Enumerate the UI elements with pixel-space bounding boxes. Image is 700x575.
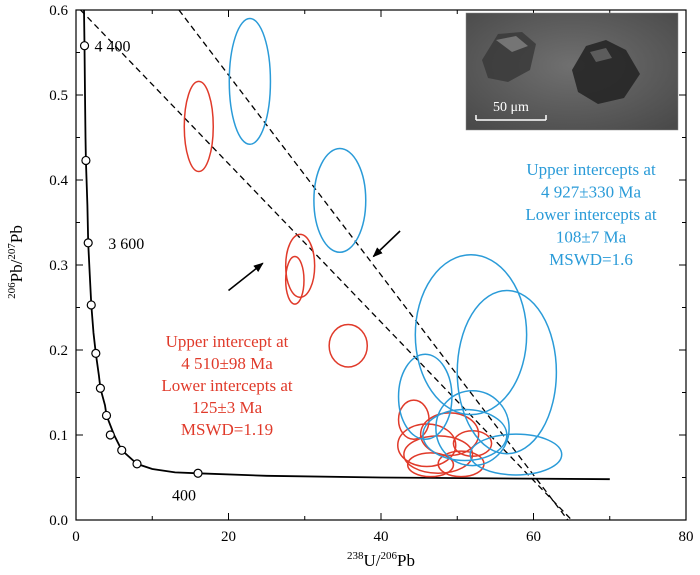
annotation-line: MSWD=1.6 xyxy=(549,250,633,269)
y-tick-label: 0.1 xyxy=(49,428,68,444)
x-title-base2: Pb xyxy=(397,551,415,570)
blue-annotation: Upper intercepts at 4 927±330 Ma Lower int… xyxy=(525,160,656,269)
red-error-ellipse xyxy=(284,255,305,305)
annotation-line: 108±7 Ma xyxy=(556,228,627,247)
discordia-line-blue xyxy=(80,10,573,520)
scale-bar-label: 50 μm xyxy=(493,100,529,115)
concordia-curve xyxy=(79,10,610,481)
inset-micrograph: 50 μm xyxy=(465,12,679,131)
x-tick-label: 60 xyxy=(526,529,541,545)
grain-left-highlight xyxy=(496,36,528,52)
annotation-line: MSWD=1.19 xyxy=(181,420,273,439)
annotation-line: 4 510±98 Ma xyxy=(181,354,273,373)
red-error-ellipse xyxy=(183,80,214,173)
red-error-ellipse xyxy=(284,233,316,299)
arrow xyxy=(228,262,264,292)
concordia-age-label: 3 600 xyxy=(108,236,144,253)
curve-labels: 4 400 3 600 400 xyxy=(95,39,196,505)
y-tick-label: 0.6 xyxy=(49,3,68,19)
x-title-sup1: 238 xyxy=(347,550,364,562)
concordia-marker xyxy=(86,300,96,310)
concordia-marker xyxy=(117,445,127,455)
y-tick-label: 0.4 xyxy=(49,173,68,189)
x-title-sup2: 206 xyxy=(381,550,398,562)
y-tick-label: 0.3 xyxy=(49,258,68,274)
annotation-line: 4 927±330 Ma xyxy=(541,183,641,202)
blue-error-ellipse xyxy=(422,408,508,462)
y-title-base1: Pb/ xyxy=(7,259,26,282)
concordia-marker xyxy=(91,348,101,358)
x-tick-label: 80 xyxy=(679,529,694,545)
axes: 0 20 40 60 80 0.0 0.1 0.2 0.3 0.4 0.5 0.6 xyxy=(49,3,693,545)
x-tick-label: 40 xyxy=(374,529,389,545)
concordia-age-label: 4 400 xyxy=(95,39,131,56)
grain-right-highlight xyxy=(590,48,612,62)
annotation-line: Upper intercepts at xyxy=(526,160,656,179)
concordia-marker xyxy=(132,459,142,469)
red-error-ellipse xyxy=(403,435,474,474)
blue-error-ellipse xyxy=(435,390,510,467)
y-title-sup1: 206 xyxy=(6,282,18,299)
annotation-line: Lower intercepts at xyxy=(525,205,656,224)
concordia-marker xyxy=(105,430,115,440)
y-tick-label: 0.5 xyxy=(49,88,68,104)
arrow xyxy=(372,230,401,258)
annotation-line: Lower intercepts at xyxy=(161,376,292,395)
concordia-age-label: 400 xyxy=(172,487,196,504)
annotation-line: 125±3 Ma xyxy=(192,398,263,417)
x-title-base1: U/ xyxy=(364,551,381,570)
red-error-ellipse xyxy=(328,323,369,368)
y-tick-label: 0.0 xyxy=(49,513,68,529)
concordia-marker xyxy=(79,41,90,51)
red-error-ellipse xyxy=(406,452,455,478)
blue-error-ellipse xyxy=(456,289,558,455)
x-tick-label: 20 xyxy=(221,529,236,545)
blue-error-ellipse xyxy=(414,254,528,416)
grain-right xyxy=(572,40,640,104)
error-ellipses xyxy=(183,17,563,478)
y-axis-title: 206Pb/207Pb xyxy=(6,225,26,299)
concordia-marker xyxy=(193,468,203,478)
concordia-marker xyxy=(101,410,112,421)
blue-error-ellipse xyxy=(469,433,563,476)
x-tick-label: 0 xyxy=(72,529,80,545)
red-annotation: Upper intercept at 4 510±98 Ma Lower inter… xyxy=(161,332,292,439)
arrows xyxy=(228,230,401,292)
y-title-base2: Pb xyxy=(7,225,26,243)
concordia-marker xyxy=(95,383,106,393)
blue-error-ellipse xyxy=(313,147,367,253)
concordia-marker xyxy=(81,155,91,166)
annotation-line: Upper intercept at xyxy=(166,332,289,351)
y-title-sup2: 207 xyxy=(6,243,18,260)
x-axis-title: 238U/206Pb xyxy=(347,550,415,570)
blue-error-ellipse xyxy=(228,17,272,146)
concordia-marker xyxy=(83,238,93,248)
y-tick-label: 0.2 xyxy=(49,343,68,359)
